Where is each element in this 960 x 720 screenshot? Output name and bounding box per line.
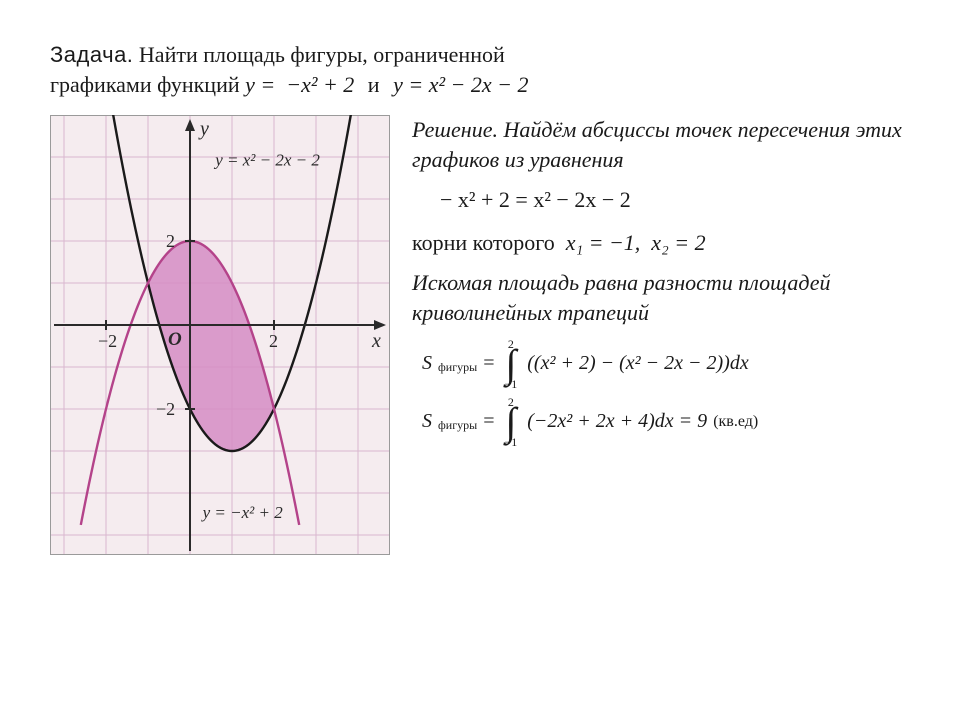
svg-text:2: 2 <box>269 331 278 351</box>
statement-line-2: графиками функций <box>50 72 240 97</box>
svg-text:y = x² − 2x − 2: y = x² − 2x − 2 <box>213 151 320 170</box>
func1: y = −x² + 2 <box>245 72 354 97</box>
solution-line-1: Решение. Найдём абсциссы точек пересечен… <box>412 115 910 174</box>
integral-symbol-1: 2 ∫ −1 <box>504 338 517 390</box>
eq-sign-1: = <box>483 350 494 377</box>
S-symbol-2: S <box>422 408 432 435</box>
svg-text:y: y <box>198 118 209 140</box>
connector: и <box>360 72 388 97</box>
graph-panel: y x O −2 2 2 −2 y = x² − 2x − 2 y = −x² + 2 <box>50 115 390 555</box>
roots-lead: корни которого <box>412 230 555 255</box>
int-lower-2: −1 <box>504 436 517 448</box>
unit: (кв.ед) <box>713 411 758 433</box>
svg-text:x: x <box>371 330 381 352</box>
intersection-equation: − x² + 2 = x² − 2x − 2 <box>440 185 910 215</box>
graph-svg: y x O −2 2 2 −2 y = x² − 2x − 2 y = −x² + 2 <box>50 115 390 555</box>
statement-line-1: Найти площадь фигуры, ограниченной <box>139 42 505 67</box>
svg-text:−2: −2 <box>98 331 117 351</box>
integrand-2: (−2x² + 2x + 4)dx = 9 <box>527 408 707 435</box>
svg-text:2: 2 <box>166 231 175 251</box>
int-lower-1: −1 <box>504 378 517 390</box>
solution-text: Решение. Найдём абсциссы точек пересечен… <box>412 115 910 453</box>
integral-row-1: Sфигуры = 2 ∫ −1 ((x² + 2) − (x² − 2x − … <box>422 338 910 390</box>
func2: y = x² − 2x − 2 <box>393 72 528 97</box>
problem-statement: Задача. Найти площадь фигуры, ограниченн… <box>50 40 910 99</box>
integral-row-2: Sфигуры = 2 ∫ −1 (−2x² + 2x + 4)dx = 9 (… <box>422 396 910 448</box>
solution-line-2: Искомая площадь равна разности площадей … <box>412 268 910 327</box>
roots: x₁ = −1, x₂ = 2 <box>566 230 706 255</box>
svg-text:y = −x² + 2: y = −x² + 2 <box>201 504 284 523</box>
integrand-1: ((x² + 2) − (x² − 2x − 2))dx <box>527 350 748 377</box>
svg-text:O: O <box>168 329 182 350</box>
S-sub-2: фигуры <box>438 417 477 433</box>
eq-sign-2: = <box>483 408 494 435</box>
integral-symbol-2: 2 ∫ −1 <box>504 396 517 448</box>
S-sub-1: фигуры <box>438 359 477 375</box>
roots-line: корни которого x₁ = −1, x₂ = 2 <box>412 228 910 258</box>
task-label: Задача. <box>50 42 133 67</box>
svg-text:−2: −2 <box>156 399 175 419</box>
S-symbol-1: S <box>422 350 432 377</box>
